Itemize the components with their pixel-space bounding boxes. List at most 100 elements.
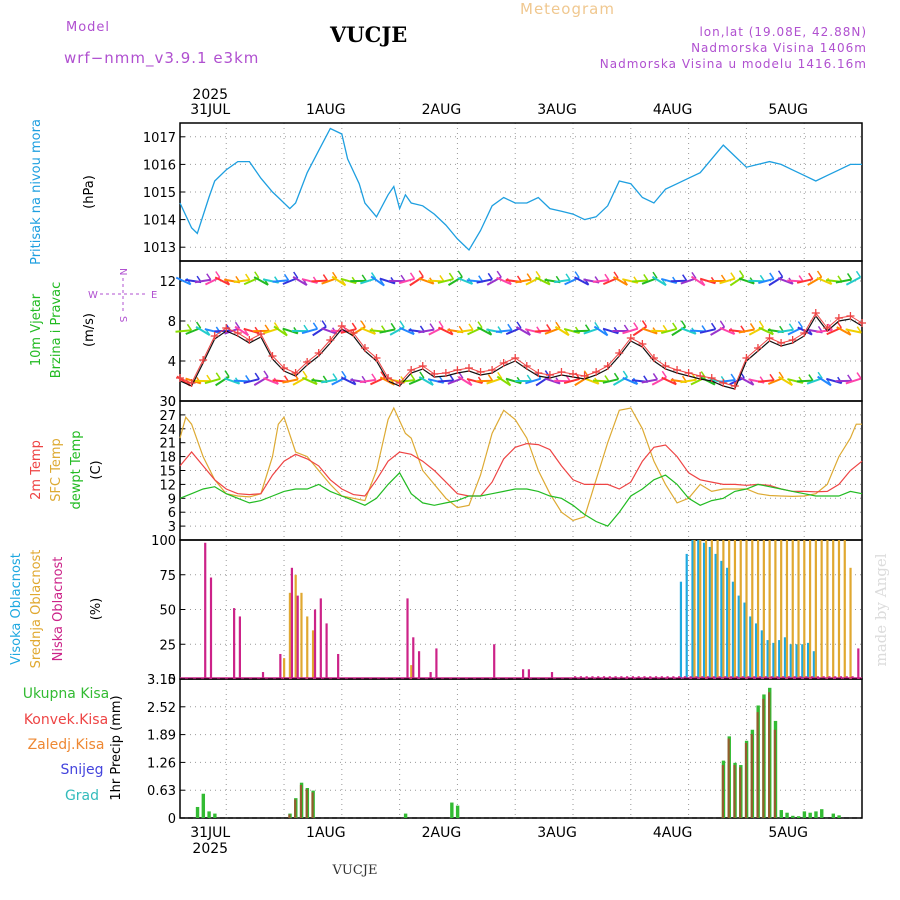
wind-barb — [845, 328, 862, 334]
wind-barb-flag — [505, 379, 512, 386]
wind-barb-flag — [826, 378, 832, 386]
cloud-bar — [814, 540, 817, 679]
precip-label: Ukupna Kisa — [23, 686, 110, 702]
wind-barb-flag — [749, 323, 756, 330]
precip-total-bar — [455, 805, 460, 818]
cloud-bar — [745, 540, 748, 679]
wind-barb-flag — [622, 370, 628, 378]
wind-barb — [680, 378, 697, 384]
coords-label: lon,lat (19.08E, 42.88N) — [699, 25, 867, 39]
wind-barb-flag — [633, 322, 639, 330]
cloud-bar — [702, 542, 706, 679]
y-tick-label: 0 — [168, 673, 176, 688]
wind-barb — [738, 277, 755, 285]
cloud-bar — [279, 653, 282, 679]
precip-conv-bar — [756, 712, 759, 818]
footer-station: VUCJE — [332, 863, 378, 878]
wind-barb — [699, 328, 716, 334]
cloud-bar — [294, 574, 297, 679]
bottom-date-label: 5AUG — [768, 825, 808, 841]
wind-barb — [816, 329, 833, 333]
cloud-bar — [780, 540, 783, 679]
cloud-bar — [691, 540, 694, 679]
wind-barb — [311, 279, 328, 283]
wind-barb-flag — [409, 272, 416, 280]
temperature-grid — [180, 400, 862, 540]
y-tick-label: 2.52 — [147, 701, 176, 716]
wind-barb-flag — [448, 272, 455, 280]
y-tick-label: 1013 — [143, 241, 176, 256]
wind-barb-flag — [380, 371, 386, 379]
wind-barb — [641, 378, 658, 384]
cloud-bar — [429, 672, 432, 679]
cloud-bar — [716, 540, 719, 679]
wind-barb-flag — [700, 279, 706, 286]
cloud-bar — [726, 567, 729, 679]
y-tick-label: 18 — [159, 451, 176, 466]
wind-barb-flag — [400, 274, 406, 282]
wind-title: 10m Vjetar — [29, 293, 44, 366]
top-date-label: 2AUG — [422, 102, 462, 118]
cloud-bar — [806, 642, 810, 679]
top-date-label: 5AUG — [768, 102, 808, 118]
wind-barb-flag — [215, 372, 221, 380]
wind-barb — [729, 275, 745, 287]
wind-barb-flag — [730, 272, 736, 280]
wind-barb-flag — [390, 322, 396, 330]
wind-barb-flag — [584, 324, 591, 332]
wind-barb-flag — [371, 373, 377, 381]
wind-barb — [515, 326, 531, 336]
wind-barb — [253, 276, 269, 286]
cloud-bar — [731, 581, 735, 679]
wind-barb-flag — [643, 274, 649, 281]
cloud-bar — [337, 653, 340, 679]
wind-barb-flag — [738, 270, 745, 277]
y-tick-label: 24 — [159, 423, 176, 438]
wind-barb — [175, 276, 192, 286]
y-tick-label: 9 — [168, 492, 176, 507]
wind-barb-flag — [302, 370, 308, 378]
wind-barb — [456, 328, 474, 334]
wind-barb — [301, 327, 318, 335]
wind-barb-flag — [777, 270, 784, 278]
wind-barb-flag — [379, 279, 385, 287]
cloud-bar — [772, 642, 775, 679]
wind-barb — [816, 276, 833, 286]
wind-barb — [592, 279, 610, 283]
bottom-date-label: 2AUG — [422, 825, 462, 841]
precip-total-bar — [820, 809, 824, 818]
wind-barb — [758, 326, 774, 336]
wind-barb-flag — [613, 372, 620, 380]
wind-barb-flag — [457, 270, 463, 278]
wind-barb-row — [175, 270, 862, 287]
y-tick-label: 30 — [159, 395, 176, 410]
cloud-bar — [739, 540, 742, 679]
wind-barb — [690, 275, 706, 287]
wind-barb-flag — [340, 278, 347, 286]
cloud-label-mid: Srednja Oblacnost — [29, 550, 44, 669]
top-date-label: 4AUG — [653, 102, 693, 118]
wind-barb — [359, 378, 377, 384]
precip-conv-bar — [739, 767, 742, 818]
precip-conv-bar — [733, 765, 736, 818]
wind-barb-flag — [429, 323, 435, 331]
cloud-bar — [527, 669, 530, 679]
wind-barb-flag — [243, 328, 250, 336]
precip-label: Grad — [65, 788, 99, 804]
top-date-label: 3AUG — [537, 102, 577, 118]
wind-barb-flag — [719, 320, 726, 328]
cloud-bar — [768, 540, 771, 679]
wind-barb — [457, 375, 473, 387]
wind-barb-flag — [303, 324, 309, 332]
wind-barb — [185, 377, 202, 385]
precip-total-bar — [814, 811, 818, 818]
precip-label: Zaledj.Kisa — [28, 737, 105, 753]
wind-barb — [418, 328, 435, 334]
cloud-bar — [795, 644, 798, 679]
temp-label-dewpt: dewpt Temp — [69, 430, 84, 509]
wind-barb-flag — [195, 321, 202, 329]
wind-barb — [700, 376, 716, 386]
cloud-bar — [319, 598, 322, 679]
y-tick-label: 1014 — [143, 214, 176, 229]
cloud-grid — [180, 539, 862, 680]
